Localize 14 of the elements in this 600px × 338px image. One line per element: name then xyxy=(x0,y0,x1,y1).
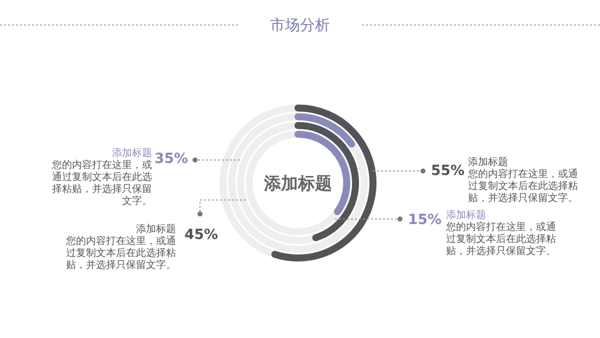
data-label: 45% xyxy=(184,227,218,243)
text: 您的内容打在这里，或通过复制文本后在此选择粘贴，并选择只保留文字。 xyxy=(66,236,176,272)
legend-label: 添加标题 xyxy=(135,224,176,236)
data-label: 35% xyxy=(154,151,188,167)
text: 您的内容打在这里，或通过复制文本后在此选择粘贴，并选择只保留文字。 xyxy=(446,222,556,258)
data-label: 15% xyxy=(408,212,442,228)
text: 添加标题 xyxy=(263,173,333,195)
legend-label: 添加标题 xyxy=(446,210,487,222)
data-label: 55% xyxy=(431,163,465,179)
text: 市场分析 xyxy=(269,16,331,35)
text: 您的内容打在这里，或通过复制文本后在此选择粘贴，并选择只保留文字。 xyxy=(468,169,579,205)
legend-label: 添加标题 xyxy=(468,157,509,168)
legend-label: 添加标题 xyxy=(111,148,152,160)
text: 您的内容打在这里，或通过复制文本后在此选择粘贴，并选择只保留文字。 xyxy=(52,160,152,208)
